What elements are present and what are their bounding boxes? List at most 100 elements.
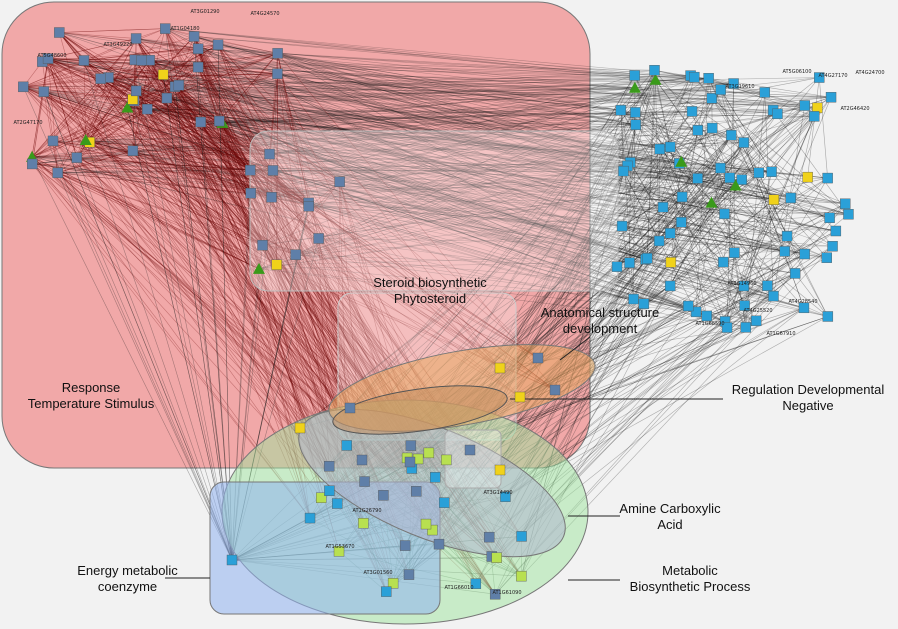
gene-node[interactable] (495, 465, 505, 475)
gene-node[interactable] (687, 106, 697, 116)
gene-node[interactable] (809, 111, 819, 121)
gene-node[interactable] (725, 173, 735, 183)
gene-node[interactable] (421, 519, 431, 529)
gene-node[interactable] (666, 257, 676, 267)
gene-node[interactable] (72, 153, 82, 163)
gene-node[interactable] (665, 228, 675, 238)
gene-node[interactable] (405, 457, 415, 467)
gene-node[interactable] (273, 48, 283, 58)
gene-node[interactable] (823, 173, 833, 183)
gene-node[interactable] (754, 168, 764, 178)
gene-node[interactable] (741, 322, 751, 332)
gene-node[interactable] (612, 262, 622, 272)
gene-node[interactable] (492, 553, 502, 563)
gene-node[interactable] (342, 440, 352, 450)
gene-node[interactable] (439, 498, 449, 508)
gene-node[interactable] (780, 246, 790, 256)
gene-node[interactable] (716, 85, 726, 95)
gene-node-hub[interactable] (227, 555, 237, 565)
gene-node[interactable] (272, 69, 282, 79)
gene-node[interactable] (823, 311, 833, 321)
gene-node[interactable] (517, 531, 527, 541)
gene-node[interactable] (193, 44, 203, 54)
gene-node[interactable] (715, 163, 725, 173)
gene-node[interactable] (378, 490, 388, 500)
gene-node[interactable] (314, 233, 324, 243)
gene-node[interactable] (424, 448, 434, 458)
gene-node[interactable] (782, 231, 792, 241)
gene-node[interactable] (245, 165, 255, 175)
gene-node[interactable] (800, 101, 810, 111)
gene-node[interactable] (665, 142, 675, 152)
gene-node[interactable] (693, 125, 703, 135)
gene-node[interactable] (630, 70, 640, 80)
gene-node[interactable] (295, 423, 305, 433)
gene-node[interactable] (654, 236, 664, 246)
gene-node[interactable] (434, 539, 444, 549)
gene-node[interactable] (484, 532, 494, 542)
gene-node[interactable] (658, 202, 668, 212)
gene-node[interactable] (360, 477, 370, 487)
gene-node[interactable] (335, 177, 345, 187)
gene-node[interactable] (693, 173, 703, 183)
gene-node[interactable] (760, 87, 770, 97)
gene-node[interactable] (174, 80, 184, 90)
gene-node[interactable] (772, 109, 782, 119)
gene-node[interactable] (629, 294, 639, 304)
gene-node[interactable] (128, 146, 138, 156)
gene-node[interactable] (676, 217, 686, 227)
gene-node[interactable] (357, 455, 367, 465)
gene-node[interactable] (739, 138, 749, 148)
gene-node[interactable] (683, 301, 693, 311)
gene-node[interactable] (96, 74, 106, 84)
gene-node[interactable] (265, 149, 275, 159)
gene-node[interactable] (142, 104, 152, 114)
gene-node[interactable] (304, 201, 314, 211)
gene-node[interactable] (196, 117, 206, 127)
gene-node[interactable] (258, 240, 268, 250)
gene-node[interactable] (160, 24, 170, 34)
gene-node[interactable] (702, 311, 712, 321)
gene-node[interactable] (137, 55, 147, 65)
gene-node[interactable] (39, 87, 49, 97)
gene-node[interactable] (825, 213, 835, 223)
gene-node[interactable] (822, 253, 832, 263)
gene-node[interactable] (719, 209, 729, 219)
gene-node[interactable] (400, 541, 410, 551)
gene-node[interactable] (840, 199, 850, 209)
gene-node[interactable] (625, 258, 635, 268)
gene-node[interactable] (642, 253, 652, 263)
gene-node[interactable] (162, 93, 172, 103)
gene-node[interactable] (704, 73, 714, 83)
gene-node[interactable] (272, 260, 282, 270)
gene-node[interactable] (665, 281, 675, 291)
gene-node[interactable] (768, 291, 778, 301)
gene-node[interactable] (790, 268, 800, 278)
gene-node[interactable] (767, 167, 777, 177)
gene-node[interactable] (718, 257, 728, 267)
gene-node[interactable] (786, 193, 796, 203)
gene-node[interactable] (616, 105, 626, 115)
gene-node[interactable] (158, 70, 168, 80)
gene-node[interactable] (441, 455, 451, 465)
gene-node[interactable] (617, 221, 627, 231)
gene-node[interactable] (762, 281, 772, 291)
gene-node[interactable] (631, 120, 641, 130)
gene-node[interactable] (828, 241, 838, 251)
gene-node[interactable] (729, 248, 739, 258)
gene-node[interactable] (267, 192, 277, 202)
gene-node[interactable] (826, 92, 836, 102)
gene-node[interactable] (516, 571, 526, 581)
gene-node[interactable] (677, 192, 687, 202)
gene-node[interactable] (650, 65, 660, 75)
gene-node[interactable] (324, 486, 334, 496)
gene-node[interactable] (48, 136, 58, 146)
gene-node[interactable] (737, 175, 747, 185)
gene-node[interactable] (800, 249, 810, 259)
gene-node[interactable] (332, 499, 342, 509)
gene-node[interactable] (404, 570, 414, 580)
gene-node[interactable] (769, 195, 779, 205)
gene-node[interactable] (689, 72, 699, 82)
gene-node[interactable] (430, 472, 440, 482)
gene-node[interactable] (630, 107, 640, 117)
